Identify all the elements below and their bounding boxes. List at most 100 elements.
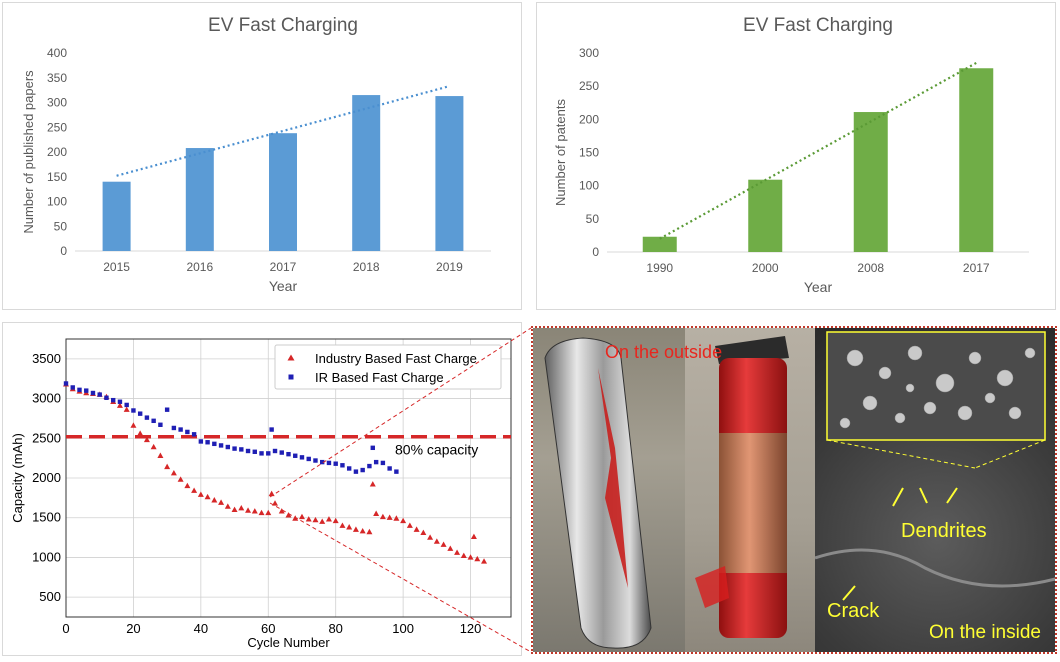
y-axis-label: Number of patents — [553, 99, 568, 206]
point-industry — [319, 518, 326, 524]
point-industry — [116, 402, 123, 408]
point-ir — [286, 451, 291, 457]
x-tick-label: 80 — [328, 621, 342, 636]
point-industry — [177, 476, 184, 482]
point-ir — [367, 463, 372, 469]
point-ir — [225, 444, 231, 450]
point-industry — [272, 500, 279, 506]
point-industry — [369, 481, 376, 487]
point-ir — [299, 455, 305, 460]
x-tick-label: 40 — [194, 621, 208, 636]
x-tick-label: 2008 — [857, 261, 884, 275]
bar-2017 — [959, 68, 994, 252]
x-tick-label: 120 — [460, 621, 482, 636]
point-ir — [185, 429, 190, 435]
capacity-chart: 0 20 40 60 80 100 120 500 1000 1500 2000 2500 3000 35… — [10, 338, 512, 650]
x-tick-label: 100 — [392, 621, 414, 636]
point-ir — [259, 451, 264, 456]
papers-chart: EV Fast Charging 0 50 100 150 200 250 300 350 400… — [21, 15, 491, 294]
y-tick-label: 2000 — [32, 470, 61, 485]
bar-2015 — [102, 181, 131, 251]
bar-2000 — [748, 179, 783, 252]
point-industry — [150, 443, 157, 450]
x-tick-label: 2000 — [752, 261, 779, 275]
steel-cell-icon — [544, 337, 652, 649]
bar-1990 — [642, 236, 677, 252]
bar-2008 — [853, 112, 888, 252]
x-axis-label: Year — [269, 278, 298, 294]
x-tick-label: 20 — [126, 621, 140, 636]
point-industry — [197, 491, 204, 497]
bar-2018 — [352, 95, 381, 251]
point-ir — [245, 448, 251, 454]
point-industry — [184, 482, 191, 489]
point-ir — [198, 439, 204, 444]
y-tick-label: 150 — [579, 146, 599, 160]
y-tick-label: 50 — [586, 212, 600, 226]
sem-image — [814, 328, 1055, 652]
point-ir — [84, 388, 89, 393]
point-ir — [90, 390, 96, 396]
point-industry — [440, 541, 447, 547]
point-industry — [373, 510, 380, 516]
point-ir — [131, 408, 136, 413]
y-tick-label: 3000 — [32, 391, 61, 406]
x-tick-label: 60 — [261, 621, 275, 636]
legend-label: Industry Based Fast Charge — [315, 351, 477, 366]
point-ir — [218, 443, 224, 448]
point-industry — [298, 513, 305, 520]
point-ir — [373, 459, 379, 465]
y-tick-label: 200 — [47, 145, 67, 159]
sem-micrograph-icon — [814, 331, 1055, 601]
y-tick-label: 1500 — [32, 510, 61, 525]
point-industry — [325, 516, 332, 522]
x-tick-label: 2015 — [103, 260, 130, 274]
y-tick-label: 500 — [39, 589, 61, 604]
y-tick-label: 400 — [47, 46, 67, 60]
y-tick-label: 1000 — [32, 549, 61, 564]
point-industry — [359, 528, 366, 534]
point-ir — [239, 447, 244, 452]
point-ir — [394, 469, 399, 474]
x-axis-label: Cycle Number — [247, 635, 330, 650]
point-industry — [157, 452, 164, 458]
threshold-label: 80% capacity — [395, 442, 478, 458]
point-ir — [313, 458, 318, 463]
point-industry — [366, 528, 373, 535]
point-ir — [320, 459, 325, 465]
point-ir — [77, 387, 82, 393]
point-ir — [191, 432, 197, 437]
y-tick-label: 0 — [60, 244, 67, 258]
point-ir — [144, 415, 150, 420]
battery-photo-steel — [533, 328, 685, 652]
battery-photo-panel: On the outside Dendrites Crack On the in… — [531, 326, 1057, 654]
y-tick-label: 350 — [47, 71, 67, 85]
point-ir — [272, 448, 278, 454]
battery-photo-red — [685, 328, 815, 652]
point-ir — [158, 422, 163, 427]
y-tick-label: 50 — [54, 219, 68, 233]
point-industry — [204, 493, 211, 500]
bar-2017 — [269, 133, 297, 251]
point-industry — [447, 545, 454, 551]
point-ir — [269, 427, 274, 432]
label-crack: Crack — [827, 600, 880, 622]
y-tick-label: 250 — [579, 79, 599, 93]
point-industry — [123, 406, 130, 412]
point-ir — [110, 397, 116, 403]
point-industry — [352, 526, 359, 532]
point-ir — [232, 446, 237, 451]
x-tick-label: 0 — [62, 621, 69, 636]
x-tick-label: 2017 — [270, 260, 297, 274]
point-industry — [474, 555, 481, 562]
point-ir — [279, 450, 284, 455]
point-industry — [346, 524, 353, 530]
point-ir — [178, 427, 183, 432]
point-industry — [481, 558, 488, 564]
label-on-the-inside: On the inside — [929, 622, 1041, 643]
y-tick-label: 200 — [579, 112, 599, 126]
bar-2016 — [185, 148, 214, 251]
point-industry — [386, 514, 393, 520]
legend-marker — [288, 374, 294, 380]
point-industry — [420, 529, 427, 536]
